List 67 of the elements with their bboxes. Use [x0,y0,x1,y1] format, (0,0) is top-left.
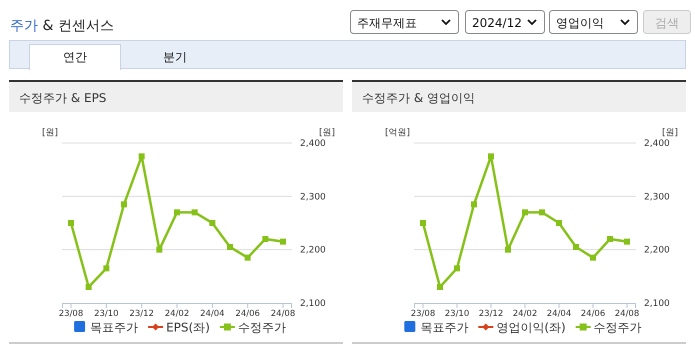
x-tick-label: 23/10 [94,309,119,319]
point [103,265,110,272]
legend-label: EPS(좌) [166,320,210,334]
x-tick-label: 23/08 [410,309,436,319]
x-tick-label: 24/04 [546,309,572,319]
point [192,209,198,216]
point [227,244,233,250]
x-tick-label: 23/12 [129,309,154,319]
legend-label: 목표주가 [420,320,468,334]
point [488,153,494,160]
point [454,265,460,272]
y2-axis-title: [원] [318,128,335,138]
text: 검색 [655,16,679,30]
y2-tick-label: 2,300 [300,192,326,202]
x-tick-label: 24/04 [200,309,225,319]
point [624,238,630,245]
point [244,254,251,261]
point [121,201,127,208]
x-tick-label: 23/12 [478,309,504,319]
x-tick-label: 24/08 [270,309,296,319]
point [86,284,92,290]
point [420,220,426,226]
y-axis-title: [원] [42,128,58,138]
point [68,220,74,226]
point [156,246,162,253]
point [539,209,545,216]
chart-title: 수정주가 & 영업이익 [362,91,475,105]
x-tick-label: 24/06 [580,309,606,319]
point [556,220,562,226]
text: 주재무제표 [357,16,417,30]
legend-label: 목표주가 [90,320,138,334]
point [280,238,286,245]
point [471,201,477,208]
y2-tick-label: 2,200 [300,246,326,256]
y2-tick-label: 2,300 [644,192,670,202]
y2-axis-title: [원] [662,128,678,138]
point [590,254,596,261]
text: 연간 [63,50,87,64]
point [209,220,216,226]
point [522,209,528,216]
legend-label: 영업이익(좌) [496,320,566,334]
y2-tick-label: 2,100 [644,299,670,309]
x-tick-label: 23/10 [444,309,470,319]
text: 2024/12 [472,16,522,30]
point [262,236,268,242]
x-tick-label: 24/08 [614,309,640,319]
text: 영업이익 [556,16,604,30]
text: 분기 [163,50,187,64]
point [174,209,180,216]
x-tick-label: 23/08 [58,309,84,319]
chart-title: 수정주가 & EPS [19,91,106,105]
x-tick-label: 24/02 [164,309,190,319]
point [607,236,613,242]
legend-label: 수정주가 [594,320,642,334]
text: 주가 & 컨센서스 [10,18,114,34]
point [138,153,145,160]
legend-label: 수정주가 [238,320,286,334]
y2-tick-label: 2,400 [300,139,326,149]
x-tick-label: 24/06 [235,309,260,319]
y2-tick-label: 2,100 [300,299,326,309]
point [437,284,443,290]
y-axis-title: [억원] [384,128,410,138]
y2-tick-label: 2,200 [644,246,670,256]
y2-tick-label: 2,400 [644,139,670,149]
point [505,246,511,253]
x-tick-label: 24/02 [512,309,538,319]
point [573,244,579,250]
